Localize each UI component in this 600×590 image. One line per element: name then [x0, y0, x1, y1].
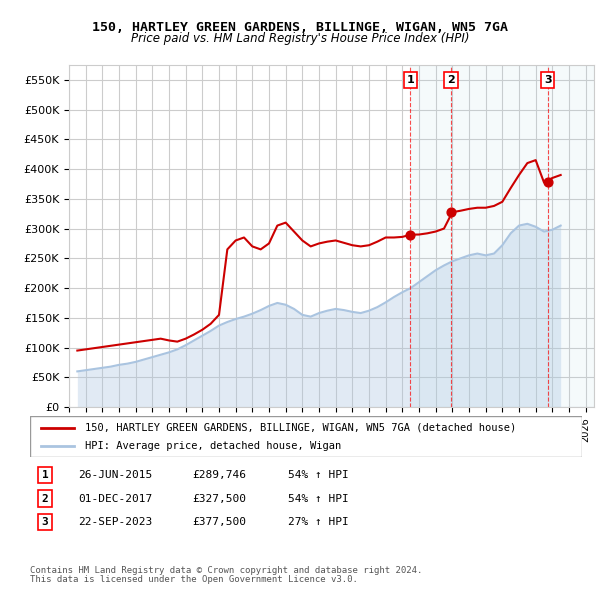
- Text: 01-DEC-2017: 01-DEC-2017: [78, 494, 152, 503]
- Text: 2: 2: [447, 75, 455, 85]
- Text: 1: 1: [41, 470, 49, 480]
- Text: 1: 1: [407, 75, 415, 85]
- Text: 26-JUN-2015: 26-JUN-2015: [78, 470, 152, 480]
- Text: £327,500: £327,500: [192, 494, 246, 503]
- Bar: [548, 65, 594, 407]
- Text: This data is licensed under the Open Government Licence v3.0.: This data is licensed under the Open Gov…: [30, 575, 358, 584]
- Point: [543, 178, 553, 187]
- Text: 3: 3: [544, 75, 551, 85]
- Text: 2: 2: [41, 494, 49, 503]
- FancyBboxPatch shape: [30, 416, 582, 457]
- Text: 150, HARTLEY GREEN GARDENS, BILLINGE, WIGAN, WN5 7GA (detached house): 150, HARTLEY GREEN GARDENS, BILLINGE, WI…: [85, 422, 517, 432]
- Bar: [410, 65, 451, 407]
- Text: 54% ↑ HPI: 54% ↑ HPI: [288, 494, 349, 503]
- Point: [406, 230, 415, 240]
- Text: Contains HM Land Registry data © Crown copyright and database right 2024.: Contains HM Land Registry data © Crown c…: [30, 566, 422, 575]
- Text: 3: 3: [41, 517, 49, 527]
- Text: 22-SEP-2023: 22-SEP-2023: [78, 517, 152, 527]
- Text: £289,746: £289,746: [192, 470, 246, 480]
- Text: £377,500: £377,500: [192, 517, 246, 527]
- Text: 150, HARTLEY GREEN GARDENS, BILLINGE, WIGAN, WN5 7GA: 150, HARTLEY GREEN GARDENS, BILLINGE, WI…: [92, 21, 508, 34]
- Text: Price paid vs. HM Land Registry's House Price Index (HPI): Price paid vs. HM Land Registry's House …: [131, 32, 469, 45]
- Text: 27% ↑ HPI: 27% ↑ HPI: [288, 517, 349, 527]
- Point: [446, 208, 456, 217]
- Text: HPI: Average price, detached house, Wigan: HPI: Average price, detached house, Wiga…: [85, 441, 341, 451]
- Bar: [451, 65, 548, 407]
- Text: 54% ↑ HPI: 54% ↑ HPI: [288, 470, 349, 480]
